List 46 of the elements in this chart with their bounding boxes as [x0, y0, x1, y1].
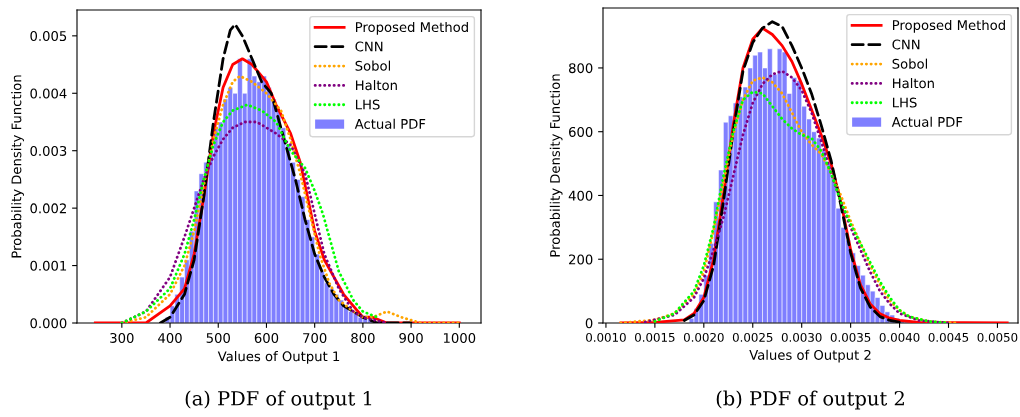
y-tick-label: 200 — [569, 254, 593, 265]
legend-label: LHS — [892, 97, 917, 108]
x-tick-label: 300 — [110, 332, 134, 343]
x-tick-label: 0.0045 — [928, 332, 969, 342]
legend-label: CNN — [892, 39, 920, 50]
x-axis-title: Values of Output 2 — [749, 349, 871, 363]
x-tick-label: 0.0050 — [977, 332, 1018, 342]
x-tick-label: 400 — [158, 332, 182, 343]
legend-label: Halton — [355, 79, 397, 91]
y-tick-label: 600 — [569, 126, 593, 137]
x-tick-label: 0.0025 — [732, 332, 773, 342]
x-tick-label: 0.0010 — [586, 332, 626, 342]
y-tick-label: 0.002 — [30, 203, 66, 214]
y-tick-label: 400 — [568, 190, 593, 201]
y-tick-label: 0.001 — [30, 260, 67, 271]
y-tick-label: 0.004 — [30, 88, 67, 99]
legend-label: Proposed Method — [892, 19, 1005, 33]
text: (b) PDF of output 2 — [716, 390, 904, 410]
legend-label: Halton — [892, 77, 934, 89]
x-tick-label: 0.0040 — [879, 332, 920, 342]
x-tick-label: 0.0035 — [830, 332, 871, 342]
x-tick-label: 0.0020 — [683, 332, 724, 342]
text: (a) PDF of output 1 — [185, 390, 372, 410]
legend-label: Proposed Method — [355, 21, 468, 35]
x-tick-label: 500 — [206, 332, 230, 343]
x-tick-label: 800 — [351, 332, 375, 343]
legend-label: Actual PDF — [891, 116, 963, 127]
y-axis-title: Probability Density Function — [549, 74, 563, 257]
y-tick-label: 0.000 — [30, 318, 67, 329]
x-tick-label: 600 — [254, 332, 279, 343]
legend-label: CNN — [355, 41, 383, 52]
legend-label: Sobol — [892, 58, 928, 69]
legend-label: Sobol — [355, 60, 391, 71]
legend-label: LHS — [355, 99, 380, 110]
x-tick-label: 700 — [303, 332, 327, 343]
x-axis-title: Values of Output 1 — [217, 351, 340, 364]
y-tick-label: 0.005 — [30, 31, 67, 42]
y-tick-label: 0 — [585, 318, 593, 329]
legend-label: Actual PDF — [354, 118, 426, 129]
x-tick-label: 1000 — [443, 332, 476, 343]
x-tick-label: 0.0030 — [781, 332, 822, 342]
x-tick-label: 0.0015 — [635, 332, 675, 342]
y-axis-title: Probability Density Function — [11, 75, 24, 258]
y-tick-label: 0.003 — [30, 145, 67, 156]
x-tick-label: 900 — [399, 332, 423, 343]
y-tick-label: 800 — [568, 63, 593, 74]
